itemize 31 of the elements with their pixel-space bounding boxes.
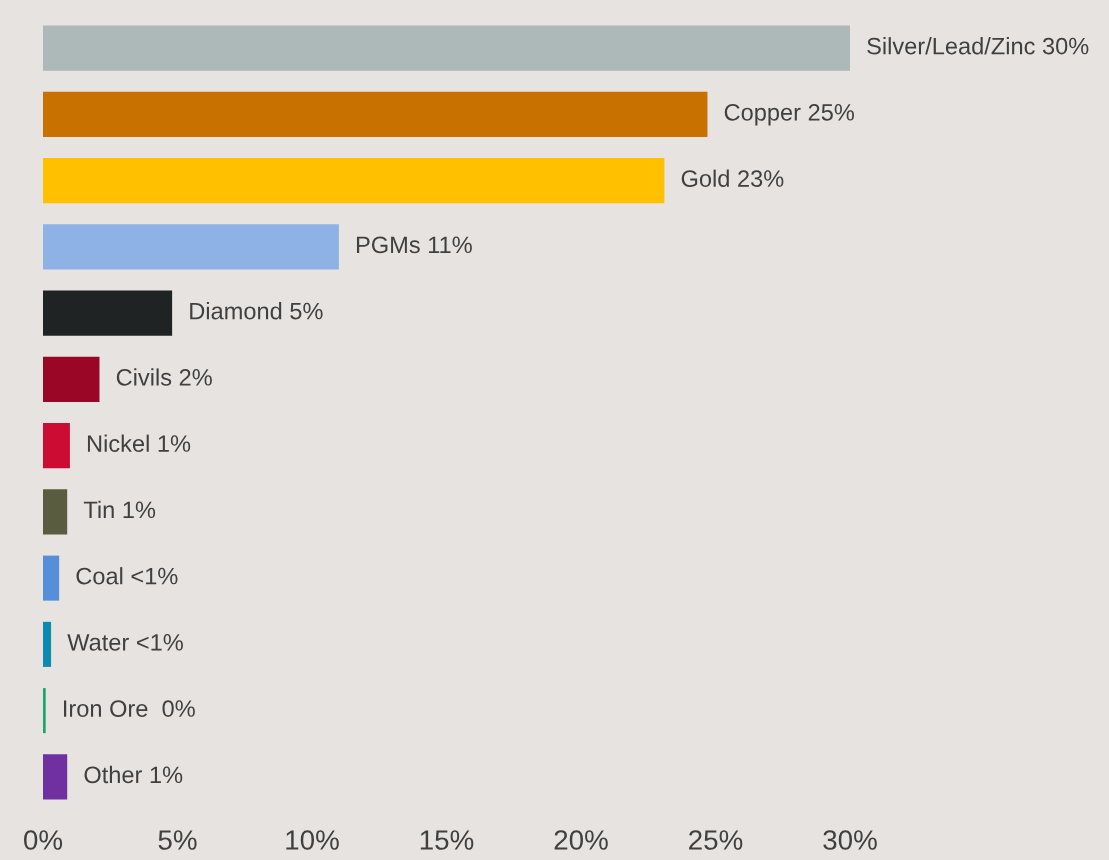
- bar: [43, 621, 52, 667]
- bar: [43, 555, 60, 601]
- x-tick-label: 0%: [24, 830, 63, 850]
- category-label: Nickel 1%: [87, 434, 191, 452]
- bar: [43, 356, 100, 402]
- category-label: Copper 25%: [724, 103, 854, 126]
- bar: [43, 290, 173, 336]
- category-label: Iron Ore 0%: [64, 700, 195, 717]
- category-label: Silver/Lead/Zinc 30%: [867, 37, 1089, 55]
- x-tick-label: 25%: [689, 830, 743, 850]
- bar: [43, 489, 68, 535]
- bar: [43, 224, 339, 270]
- x-tick-label: 15%: [420, 830, 474, 850]
- bar: [43, 688, 46, 734]
- x-tick-label: 10%: [286, 830, 339, 850]
- category-label: Diamond 5%: [190, 302, 323, 320]
- bar: [43, 158, 665, 204]
- category-label: Coal <1%: [76, 567, 178, 585]
- bar: [43, 754, 68, 800]
- x-tick-label: 5%: [158, 830, 197, 850]
- category-label: Gold 23%: [681, 169, 784, 187]
- x-tick-label: 20%: [554, 830, 608, 850]
- category-label: PGMs 11%: [356, 236, 472, 254]
- category-label: Water <1%: [67, 634, 183, 651]
- category-label: Civils 2%: [116, 368, 212, 386]
- bar: [43, 423, 70, 469]
- bar: [43, 91, 708, 137]
- category-label: Other 1%: [84, 765, 183, 784]
- x-tick-label: 30%: [823, 830, 877, 850]
- category-label: Tin 1%: [83, 500, 156, 519]
- bar: [43, 25, 850, 71]
